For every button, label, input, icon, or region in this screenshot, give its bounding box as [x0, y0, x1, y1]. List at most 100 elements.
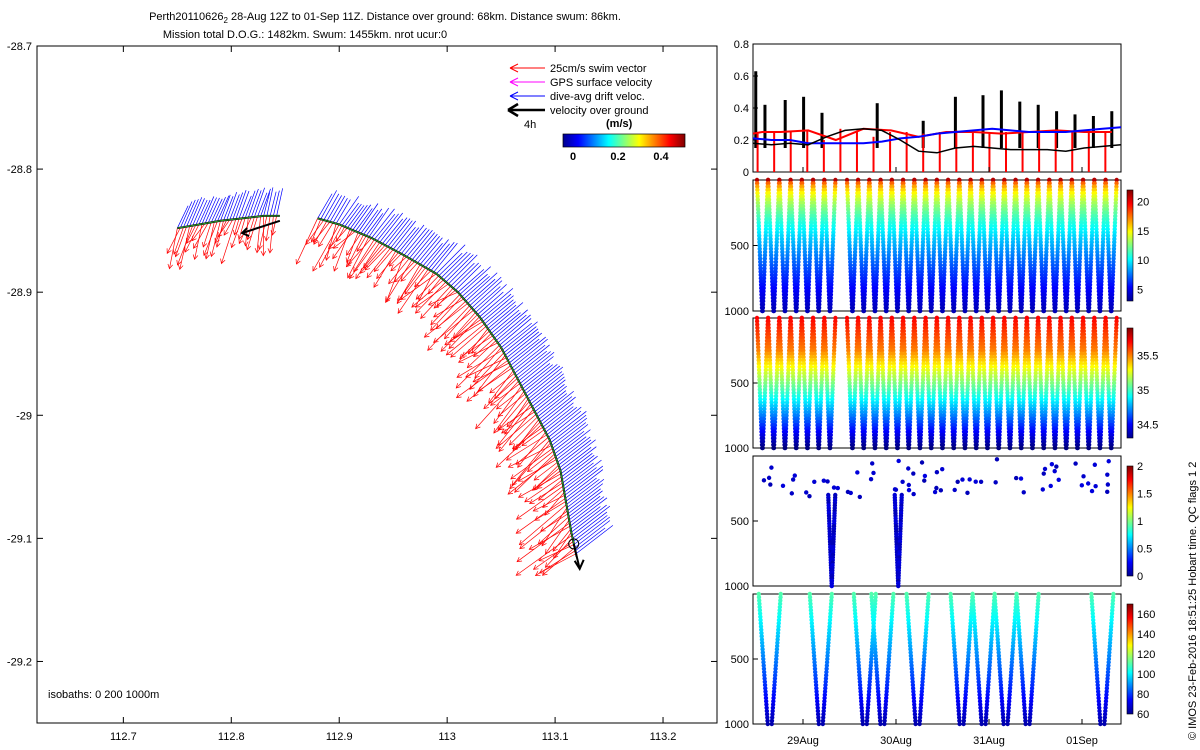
temperature-point — [802, 240, 807, 245]
swim-vector-head — [508, 440, 515, 446]
temperature-point — [897, 256, 903, 261]
temperature-point — [754, 181, 760, 186]
temperature-point — [811, 200, 817, 206]
temperature-point — [958, 207, 963, 212]
temperature-point — [937, 256, 943, 261]
temperature-point — [785, 253, 790, 258]
drift-vector — [507, 332, 542, 361]
temperature-point — [762, 256, 768, 261]
swim-vector-head — [366, 272, 372, 279]
swim-vector-head — [533, 475, 540, 481]
temperature-point — [913, 197, 918, 202]
temperature-point — [918, 308, 923, 314]
temperature-point — [857, 204, 862, 209]
swim-vector-head — [505, 455, 512, 461]
temperature-point — [807, 256, 813, 261]
temperature-point — [946, 190, 951, 196]
temperature-point — [861, 305, 867, 310]
temperature-point — [881, 256, 887, 261]
swim-vector-head — [186, 238, 191, 244]
swim-vector — [545, 538, 573, 568]
temperature-point — [761, 292, 766, 297]
temperature-point — [878, 181, 884, 186]
swim-vector-head — [474, 373, 480, 379]
temperature-point — [918, 289, 924, 294]
temperature-point — [774, 249, 779, 255]
temperature-point — [800, 194, 805, 199]
drift-vector — [479, 288, 514, 318]
temperature-point — [790, 233, 796, 238]
temperature-point — [756, 223, 762, 229]
swim-vector-head — [345, 261, 352, 268]
temperature-point — [862, 279, 868, 284]
drift-vector — [180, 201, 193, 228]
temperature-point — [943, 230, 949, 235]
swim-vector — [532, 467, 560, 491]
temperature-point — [885, 276, 890, 281]
temperature-point — [966, 233, 971, 238]
temperature-point — [923, 177, 928, 183]
temperature-point — [756, 217, 761, 222]
temperature-point — [937, 246, 942, 251]
swim-vector-head — [319, 262, 324, 268]
temperature-point — [879, 213, 885, 219]
temperature-point — [902, 210, 907, 215]
temperature-point — [968, 177, 973, 183]
temperature-point — [805, 308, 810, 314]
temperature-point — [826, 272, 831, 278]
drift-vector — [502, 321, 538, 351]
temperature-point — [783, 308, 788, 314]
drift-vector — [276, 188, 283, 216]
temperature-point — [873, 295, 878, 301]
temperature-point — [954, 246, 959, 251]
swim-vector-head — [214, 237, 220, 244]
temperature-point — [873, 308, 878, 314]
temperature-point — [820, 213, 825, 219]
drift-vector — [534, 385, 567, 412]
temperature-point — [903, 230, 908, 235]
temperature-point — [954, 243, 959, 248]
drift-vector — [422, 243, 443, 267]
temperature-point — [941, 295, 946, 301]
swim-vector — [544, 491, 565, 516]
temperature-point — [915, 259, 920, 265]
temperature-point — [890, 204, 896, 209]
temperature-point — [819, 236, 825, 242]
temperature-point — [796, 249, 802, 255]
temperature-point — [926, 249, 931, 255]
drift-vector — [475, 284, 507, 313]
temperature-point — [875, 246, 880, 251]
swim-vector-head — [449, 336, 455, 342]
temperature-point — [850, 308, 855, 314]
swim-vector — [433, 289, 456, 309]
temperature-point — [864, 233, 870, 238]
swim-vector — [404, 267, 426, 295]
temperature-point — [925, 220, 930, 225]
velocity-black-line — [752, 128, 1122, 154]
temperature-point — [802, 243, 807, 248]
drift-vector — [425, 239, 449, 268]
velocity-ytick-label: 0.8 — [734, 39, 749, 51]
drift-vector — [433, 242, 458, 273]
temperature-point — [890, 190, 895, 196]
temperature-point — [927, 266, 932, 271]
temperature-point — [868, 207, 873, 212]
temperature-point — [852, 259, 857, 265]
swim-vector-head — [346, 250, 352, 256]
temperature-point — [914, 233, 919, 238]
temperature-point — [958, 204, 963, 209]
temperature-point — [965, 243, 971, 248]
swim-vector — [346, 232, 359, 263]
swim-vector — [512, 421, 541, 451]
temperature-point — [763, 233, 768, 238]
temperature-point — [812, 223, 818, 229]
drift-vector — [401, 224, 425, 255]
map-xtick-label: 113 — [438, 731, 456, 743]
temperature-point — [816, 305, 822, 310]
swim-vector — [538, 544, 575, 562]
temperature-point — [887, 220, 893, 225]
temperature-point — [790, 230, 796, 235]
swim-vector — [509, 416, 538, 446]
temperature-point — [797, 236, 802, 242]
temperature-point — [852, 249, 858, 255]
